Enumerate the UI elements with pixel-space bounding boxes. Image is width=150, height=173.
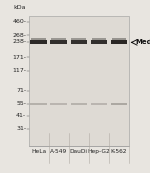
Bar [51, 103, 67, 105]
Text: HeLa: HeLa [31, 149, 46, 154]
Bar [71, 103, 87, 105]
Text: Med12: Med12 [136, 39, 150, 45]
Bar [112, 38, 126, 40]
Bar [111, 103, 127, 105]
Text: K-562: K-562 [111, 149, 127, 154]
Text: 55-: 55- [16, 101, 26, 106]
Bar [30, 103, 47, 105]
Bar [71, 40, 87, 44]
Text: 41-: 41- [16, 113, 26, 118]
Text: 268-: 268- [12, 33, 26, 38]
Bar [30, 40, 47, 44]
Text: 71-: 71- [16, 88, 26, 93]
Bar [31, 38, 46, 40]
Text: A-549: A-549 [50, 149, 67, 154]
Bar [91, 103, 107, 105]
Bar [51, 40, 67, 44]
Bar [91, 40, 107, 44]
Bar [51, 38, 66, 40]
Text: 31-: 31- [16, 126, 26, 131]
Text: Hep-G2: Hep-G2 [87, 149, 110, 154]
Text: 460-: 460- [12, 19, 26, 24]
Text: 238-: 238- [12, 39, 26, 44]
Text: DauDi: DauDi [70, 149, 88, 154]
Bar [111, 40, 127, 44]
Bar [71, 38, 86, 40]
Bar [28, 16, 129, 146]
Text: 171-: 171- [12, 55, 26, 60]
Bar [92, 38, 106, 40]
Text: kDa: kDa [14, 5, 26, 10]
Text: 117-: 117- [12, 69, 26, 73]
